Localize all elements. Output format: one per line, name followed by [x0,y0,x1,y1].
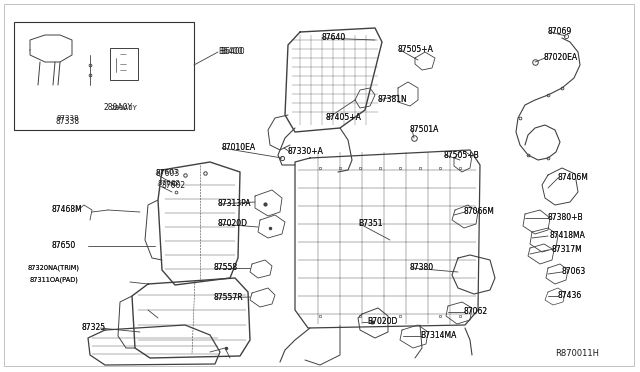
Text: 87317M: 87317M [552,246,583,254]
Text: 87418MA: 87418MA [549,231,585,241]
Text: 87066M: 87066M [463,208,494,217]
Text: 87405+A: 87405+A [326,113,362,122]
Text: 87020D: 87020D [218,219,248,228]
Text: 87603: 87603 [156,169,179,175]
Text: 87380+B: 87380+B [548,214,584,222]
Text: 87380+B: 87380+B [548,214,584,222]
Text: 87436: 87436 [557,292,581,301]
Text: B7020D: B7020D [367,317,397,327]
Text: B7351: B7351 [358,219,383,228]
Text: 87505+B: 87505+B [443,151,479,160]
Text: 87603: 87603 [156,170,180,179]
Text: 87380: 87380 [410,263,434,273]
Text: B7314MA: B7314MA [420,331,456,340]
Text: 87066M: 87066M [463,208,494,217]
Text: 87558: 87558 [214,263,238,273]
Text: 87640: 87640 [322,33,346,42]
Text: 87602: 87602 [158,180,181,186]
Text: 87505+A: 87505+A [398,45,434,55]
Text: 87468M: 87468M [52,205,83,215]
Text: 87317M: 87317M [552,246,583,254]
Text: 87380: 87380 [410,263,434,273]
Text: 87436: 87436 [557,292,581,301]
Text: 87320NA(TRIM): 87320NA(TRIM) [28,265,80,271]
Text: 87650: 87650 [52,241,76,250]
Text: 87020EA: 87020EA [543,54,577,62]
Text: 87020D: 87020D [218,219,248,228]
Bar [14,22,194,130]
Text: 87010EA: 87010EA [222,144,256,153]
Text: 87406M: 87406M [558,173,589,183]
Text: 87557R: 87557R [214,294,244,302]
Text: 87405+A: 87405+A [326,113,362,122]
Text: 87406M: 87406M [558,173,589,183]
Text: 87325: 87325 [82,324,106,333]
Text: 87602: 87602 [162,180,186,189]
Text: R870011H: R870011H [555,350,599,359]
Text: B7314MA: B7314MA [420,331,456,340]
Text: B6400: B6400 [220,48,244,57]
Text: 87381N: 87381N [378,96,408,105]
Text: 87325: 87325 [82,324,106,333]
Text: B7020D: B7020D [367,317,397,327]
Text: 87330+A: 87330+A [288,148,324,157]
Text: 87062: 87062 [463,308,487,317]
Text: 87338: 87338 [57,115,79,121]
Text: 87338: 87338 [56,118,80,126]
Text: 87557R: 87557R [214,294,244,302]
Text: 87311OA(PAD): 87311OA(PAD) [30,277,79,283]
Text: 87069: 87069 [548,28,572,36]
Text: 87468M: 87468M [52,205,83,215]
Text: 87062: 87062 [463,308,487,317]
Text: B7351: B7351 [358,219,383,228]
Text: B6400: B6400 [218,48,243,57]
Text: 87063: 87063 [562,267,586,276]
Text: 87313PA: 87313PA [218,199,252,208]
Text: 87501A: 87501A [410,125,440,135]
Text: 87505+A: 87505+A [398,45,434,55]
Text: 87063: 87063 [562,267,586,276]
Text: 87313PA: 87313PA [218,199,252,208]
Text: 280A0Y: 280A0Y [104,103,132,112]
Text: 87010EA: 87010EA [222,144,256,153]
Text: 87505+B: 87505+B [443,151,479,160]
Text: 87311OA(PAD): 87311OA(PAD) [30,277,79,283]
Text: 87020EA: 87020EA [543,54,577,62]
Text: 87418MA: 87418MA [549,231,585,241]
Text: 87640: 87640 [322,33,346,42]
Text: 87650: 87650 [52,241,76,250]
Bar [110,48,138,80]
Text: 87320NA(TRIM): 87320NA(TRIM) [28,265,80,271]
Text: 87381N: 87381N [378,96,408,105]
Text: 87501A: 87501A [410,125,440,135]
Text: 280A0Y: 280A0Y [111,105,138,111]
Text: 87558: 87558 [214,263,238,273]
Text: 87330+A: 87330+A [288,148,324,157]
Text: 87069: 87069 [548,28,572,36]
